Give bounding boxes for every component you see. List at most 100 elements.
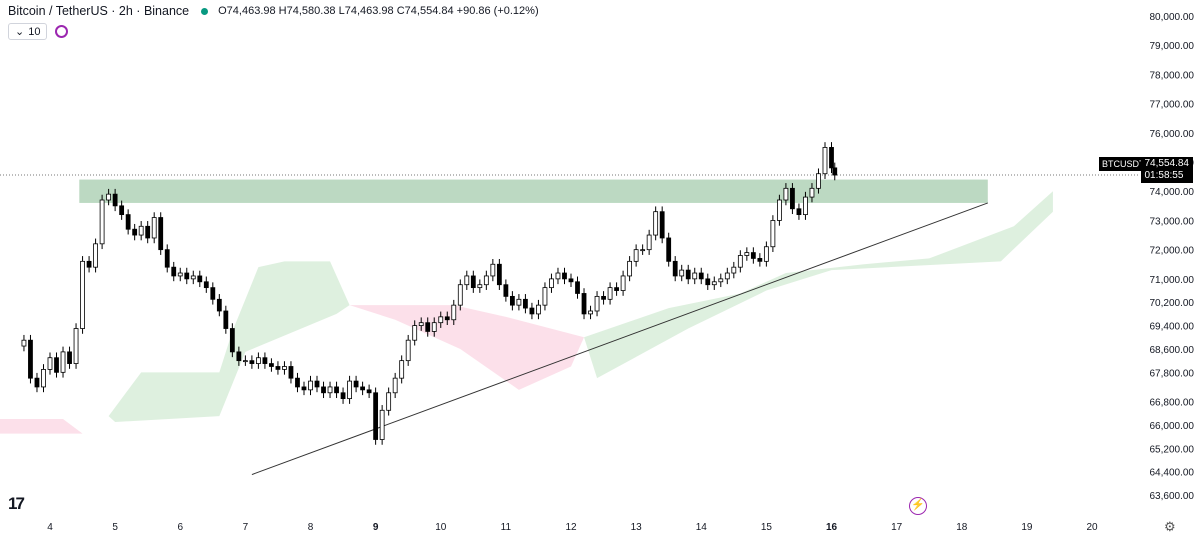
candle-body: [184, 272, 190, 280]
y-tick-label: 63,600.00: [1150, 491, 1195, 502]
candle-body: [783, 187, 789, 201]
candle-body: [659, 211, 665, 239]
candle-body: [653, 211, 659, 236]
x-tick-label: 4: [47, 522, 53, 533]
candle-body: [711, 281, 717, 286]
candle-body: [392, 377, 398, 394]
candle-body: [451, 304, 457, 321]
x-axis: 4 5 6 7 8 9 10 11 12 13 14 15 16 17 18 19 20: [47, 522, 1098, 533]
y-tick-label: 74,000.00: [1150, 187, 1195, 198]
candle-body: [399, 360, 405, 379]
candles: [21, 142, 838, 445]
candle-body: [158, 217, 164, 251]
indicator-loading-icon[interactable]: [55, 25, 69, 38]
x-tick-label: 20: [1086, 522, 1098, 533]
x-tick-label: 13: [631, 522, 643, 533]
candle-body: [34, 377, 40, 388]
candle-body: [444, 316, 450, 321]
candle-body: [737, 255, 743, 268]
x-tick-label: 6: [177, 522, 183, 533]
candle-body: [640, 249, 646, 252]
kumo-bull-area: [108, 261, 350, 422]
candle-body: [796, 208, 802, 216]
candle-body: [145, 225, 151, 239]
x-tick-label: 7: [243, 522, 249, 533]
candle-body: [334, 386, 339, 394]
x-tick-label: 16: [826, 522, 838, 533]
candle-body: [438, 316, 444, 324]
y-tick-label: 68,600.00: [1150, 345, 1195, 356]
candle-body: [542, 287, 548, 306]
candle-body: [190, 275, 196, 280]
candle-body: [549, 278, 554, 289]
x-tick-label: 19: [1021, 522, 1033, 533]
candle-body: [249, 360, 255, 364]
x-tick-label: 5: [112, 522, 118, 533]
candle-body: [119, 205, 125, 216]
candle-body: [203, 281, 209, 289]
candle-body: [698, 272, 704, 280]
x-tick-label: 14: [696, 522, 708, 533]
candle-body: [255, 357, 261, 364]
candle-body: [770, 220, 776, 248]
symbol-title[interactable]: Bitcoin / TetherUS · 2h · Binance: [8, 4, 190, 18]
indicator-collapse-button[interactable]: ⌄ 10: [8, 23, 48, 40]
settings-icon[interactable]: ⚙: [1164, 519, 1176, 534]
candle-body: [112, 193, 118, 207]
candle-body: [80, 260, 85, 329]
candle-body: [523, 298, 528, 309]
candle-body: [464, 275, 470, 286]
x-tick-label: 11: [501, 522, 512, 533]
x-tick-label: 9: [373, 522, 379, 533]
candle-body: [816, 173, 821, 189]
candle-body: [197, 275, 203, 283]
candle-body: [164, 249, 170, 268]
y-tick-label: 65,200.00: [1150, 444, 1195, 455]
indicator-value: 10: [28, 25, 41, 38]
y-axis: 80,000.00 79,000.00 78,000.00 77,000.00 76,0…: [1150, 12, 1195, 502]
candle-body: [301, 386, 307, 391]
candle-body: [575, 281, 580, 294]
chevron-down-icon: ⌄: [15, 26, 25, 38]
x-tick-label: 18: [956, 522, 968, 533]
candle-body: [470, 275, 476, 289]
y-tick-label: 69,400.00: [1150, 322, 1195, 333]
candle-body: [418, 322, 424, 326]
y-tick-label: 78,000.00: [1150, 70, 1195, 81]
candle-body: [809, 187, 815, 198]
candle-body: [151, 217, 157, 239]
candle-body: [360, 386, 366, 391]
market-open-dot: [201, 7, 209, 15]
candle-body: [47, 357, 53, 370]
tradingview-logo-icon[interactable]: 17: [8, 494, 25, 513]
candle-body: [347, 380, 352, 400]
indicator-row: ⌄ 10: [8, 23, 69, 40]
candle-body: [210, 287, 216, 300]
kumo-cloud: [0, 191, 1053, 434]
support-trendline: [251, 202, 988, 476]
resistance-zone: [79, 179, 988, 203]
candle-body: [223, 310, 229, 329]
lightning-icon[interactable]: ⚡: [909, 497, 927, 515]
candle-body: [308, 380, 313, 391]
candle-body: [763, 246, 769, 262]
candle-body: [594, 295, 600, 312]
candle-body: [327, 386, 333, 394]
candle-body: [86, 260, 92, 268]
candle-body: [93, 243, 98, 268]
candle-body: [177, 272, 183, 277]
candle-body: [353, 380, 359, 388]
candle-body: [509, 295, 515, 306]
candle-body: [269, 363, 274, 367]
candle-body: [483, 275, 489, 286]
candle-body: [607, 287, 613, 300]
kumo-bear-area: [349, 305, 585, 390]
candle-body: [288, 366, 294, 379]
candle-body: [790, 187, 795, 210]
y-tick-label: 76,000.00: [1150, 129, 1195, 140]
ohlc-readout: O74,463.98 H74,580.38 L74,463.98 C74,554…: [218, 5, 539, 17]
candle-body: [633, 249, 639, 262]
candle-body: [125, 214, 131, 230]
x-tick-label: 8: [308, 522, 314, 533]
